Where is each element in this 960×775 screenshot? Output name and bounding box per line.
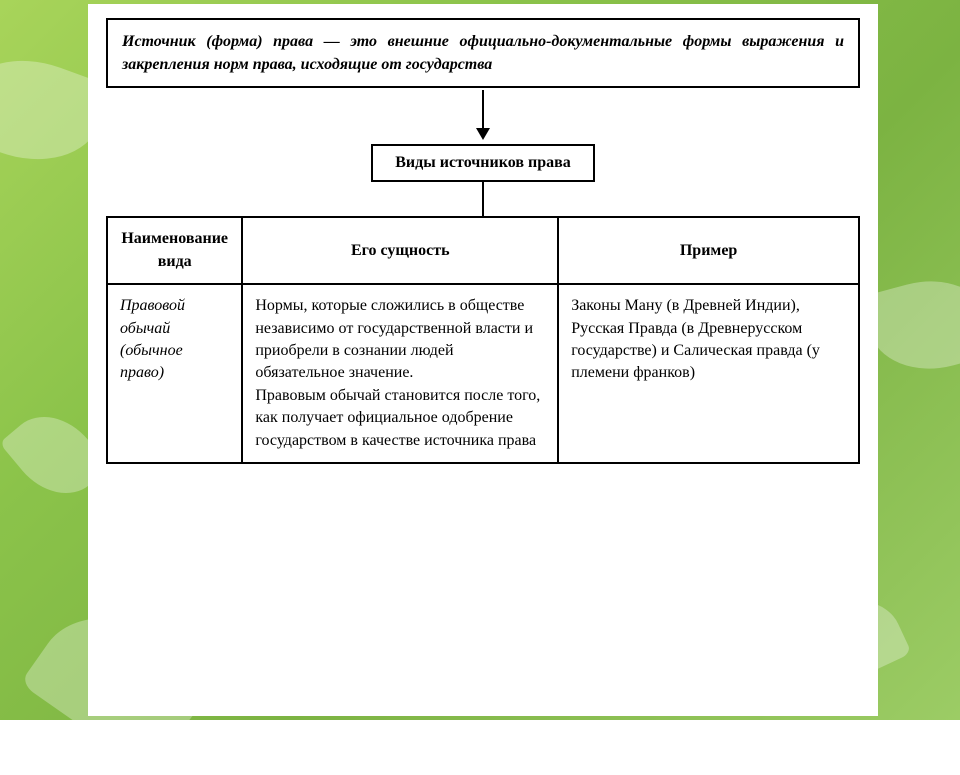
col-header-example: Пример xyxy=(558,217,859,284)
arrow-head-icon xyxy=(476,128,490,140)
connector-line xyxy=(106,182,860,216)
definition-text: Источник (форма) права — это внешние офи… xyxy=(122,33,844,73)
cell-example: Законы Ману (в Древней Индии), Русская П… xyxy=(558,284,859,463)
connector-stem xyxy=(482,182,484,216)
definition-box: Источник (форма) права — это внешние офи… xyxy=(106,18,860,88)
cell-name: Правовой обычай (обычное право) xyxy=(107,284,242,463)
cell-essence: Нормы, которые сложились в обществе неза… xyxy=(242,284,558,463)
arrow-line xyxy=(482,90,484,132)
content-panel: Источник (форма) права — это внешние офи… xyxy=(88,4,878,716)
types-heading-label: Виды источников права xyxy=(395,154,571,171)
col-header-name: Наименование вида xyxy=(107,217,242,284)
types-heading-box: Виды источников права xyxy=(371,144,595,182)
types-table: Наименование вида Его сущность Пример Пр… xyxy=(106,216,860,464)
col-header-essence: Его сущность xyxy=(242,217,558,284)
table-row: Правовой обычай (обычное право) Нормы, к… xyxy=(107,284,859,463)
arrow-down xyxy=(106,88,860,144)
table-header-row: Наименование вида Его сущность Пример xyxy=(107,217,859,284)
